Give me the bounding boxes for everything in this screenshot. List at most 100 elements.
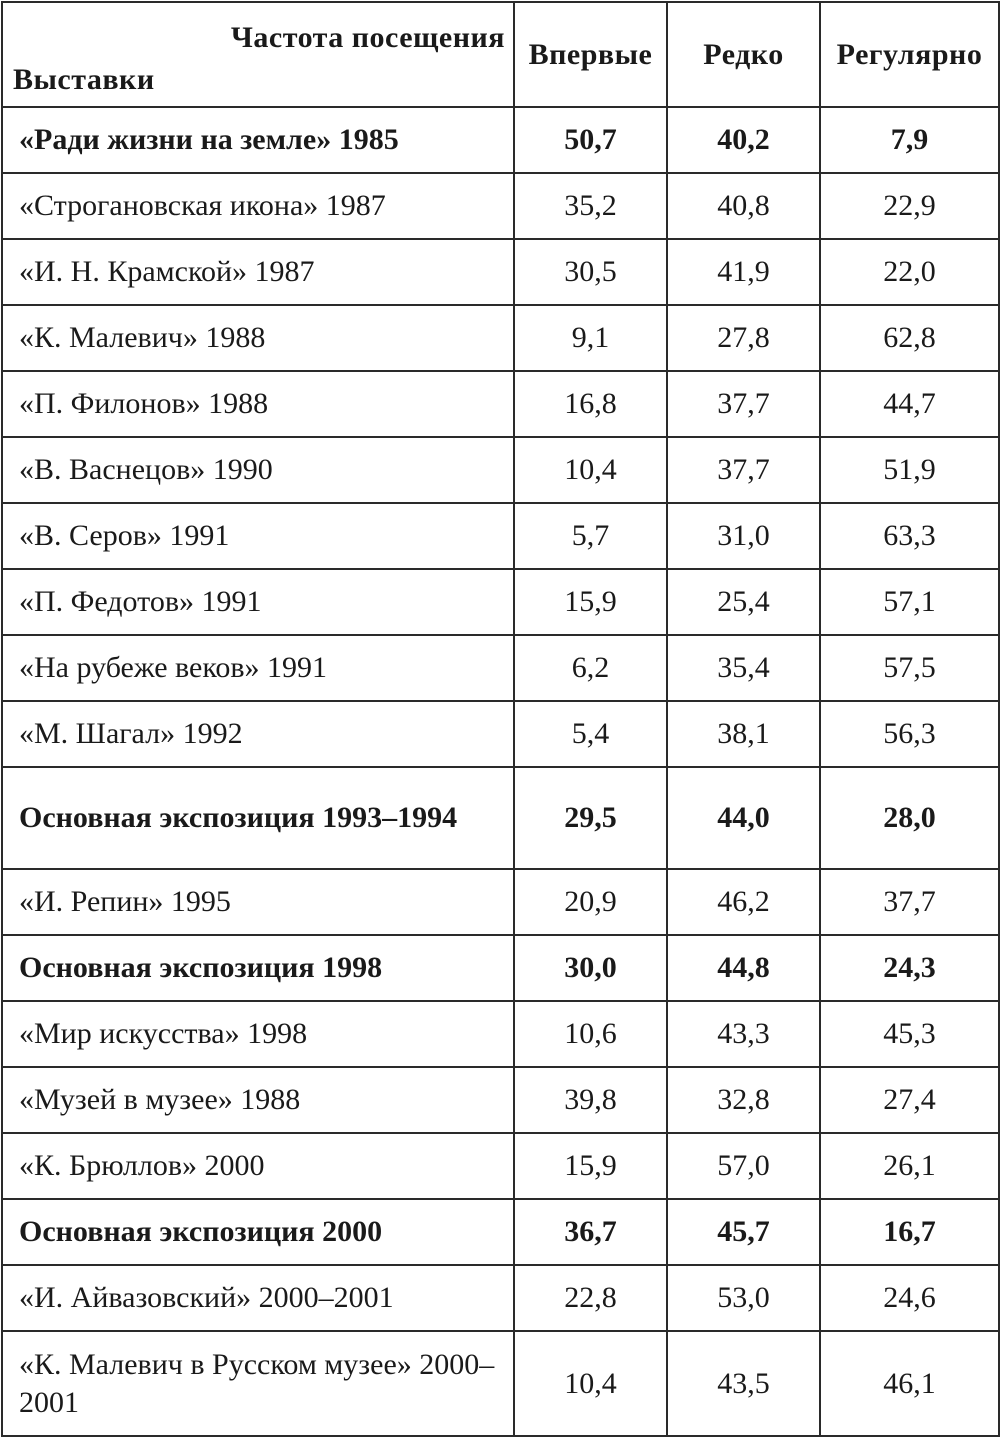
regularly-value: 63,3 — [819, 502, 1000, 570]
table-row: Основная экспозиция 1998 30,0 44,8 24,3 — [1, 934, 1000, 1002]
regularly-value: 46,1 — [819, 1330, 1000, 1437]
regularly-value: 24,6 — [819, 1264, 1000, 1332]
rarely-value: 43,5 — [666, 1330, 821, 1437]
table-row: «Мир искусства» 1998 10,6 43,3 45,3 — [1, 1000, 1000, 1068]
regularly-value: 22,9 — [819, 172, 1000, 240]
exhibition-name: «Ради жизни на земле» 1985 — [1, 106, 515, 174]
exhibition-name: «Музей в музее» 1988 — [1, 1066, 515, 1134]
first-time-value: 10,4 — [513, 1330, 668, 1437]
rarely-value: 57,0 — [666, 1132, 821, 1200]
first-time-value: 10,6 — [513, 1000, 668, 1068]
exhibition-name: «П. Федотов» 1991 — [1, 568, 515, 636]
regularly-value: 62,8 — [819, 304, 1000, 372]
table-row: «К. Малевич» 1988 9,1 27,8 62,8 — [1, 304, 1000, 372]
first-time-value: 6,2 — [513, 634, 668, 702]
rarely-value: 37,7 — [666, 370, 821, 438]
table-row: «И. Н. Крамской» 1987 30,5 41,9 22,0 — [1, 238, 1000, 306]
rarely-value: 27,8 — [666, 304, 821, 372]
first-time-value: 9,1 — [513, 304, 668, 372]
table-row: «И. Айвазовский» 2000–2001 22,8 53,0 24,… — [1, 1264, 1000, 1332]
frequency-header: Частота посещения — [230, 21, 505, 54]
first-time-value: 15,9 — [513, 1132, 668, 1200]
regularly-value: 24,3 — [819, 934, 1000, 1002]
exhibitions-header: Выставки — [13, 63, 155, 96]
rarely-value: 41,9 — [666, 238, 821, 306]
regularly-value: 56,3 — [819, 700, 1000, 768]
first-time-value: 5,7 — [513, 502, 668, 570]
rarely-value: 44,8 — [666, 934, 821, 1002]
table-row: «Музей в музее» 1988 39,8 32,8 27,4 — [1, 1066, 1000, 1134]
column-header-regularly: Регулярно — [819, 1, 1000, 108]
first-time-value: 50,7 — [513, 106, 668, 174]
first-time-value: 36,7 — [513, 1198, 668, 1266]
first-time-value: 39,8 — [513, 1066, 668, 1134]
rarely-value: 37,7 — [666, 436, 821, 504]
exhibition-name: «И. Айвазовский» 2000–2001 — [1, 1264, 515, 1332]
rarely-value: 40,8 — [666, 172, 821, 240]
table-row: «В. Серов» 1991 5,7 31,0 63,3 — [1, 502, 1000, 570]
exhibition-name: «К. Брюллов» 2000 — [1, 1132, 515, 1200]
exhibition-name: «М. Шагал» 1992 — [1, 700, 515, 768]
first-time-value: 20,9 — [513, 868, 668, 936]
regularly-value: 16,7 — [819, 1198, 1000, 1266]
column-header-rarely: Редко — [666, 1, 821, 108]
rarely-value: 46,2 — [666, 868, 821, 936]
exhibition-name: «К. Малевич» 1988 — [1, 304, 515, 372]
regularly-value: 45,3 — [819, 1000, 1000, 1068]
rarely-value: 25,4 — [666, 568, 821, 636]
first-time-value: 10,4 — [513, 436, 668, 504]
exhibition-name: Основная экспозиция 1993–1994 — [1, 766, 515, 870]
table-row: «Строгановская икона» 1987 35,2 40,8 22,… — [1, 172, 1000, 240]
rarely-value: 31,0 — [666, 502, 821, 570]
rarely-value: 38,1 — [666, 700, 821, 768]
exhibition-name: Основная экспозиция 1998 — [1, 934, 515, 1002]
rarely-value: 53,0 — [666, 1264, 821, 1332]
first-time-value: 30,0 — [513, 934, 668, 1002]
header-row: Частота посещения Выставки Впервые Редко… — [1, 1, 1000, 108]
regularly-value: 22,0 — [819, 238, 1000, 306]
regularly-value: 37,7 — [819, 868, 1000, 936]
first-time-value: 15,9 — [513, 568, 668, 636]
regularly-value: 28,0 — [819, 766, 1000, 870]
exhibition-name: «В. Васнецов» 1990 — [1, 436, 515, 504]
regularly-value: 57,5 — [819, 634, 1000, 702]
table-row: «М. Шагал» 1992 5,4 38,1 56,3 — [1, 700, 1000, 768]
regularly-value: 7,9 — [819, 106, 1000, 174]
column-header-first-time: Впервые — [513, 1, 668, 108]
first-time-value: 5,4 — [513, 700, 668, 768]
regularly-value: 57,1 — [819, 568, 1000, 636]
exhibition-name: «На рубеже веков» 1991 — [1, 634, 515, 702]
table-row: «И. Репин» 1995 20,9 46,2 37,7 — [1, 868, 1000, 936]
first-time-value: 35,2 — [513, 172, 668, 240]
table-row: «П. Федотов» 1991 15,9 25,4 57,1 — [1, 568, 1000, 636]
exhibition-name: «Строгановская икона» 1987 — [1, 172, 515, 240]
exhibition-name: «И. Репин» 1995 — [1, 868, 515, 936]
table-row: Основная экспозиция 2000 36,7 45,7 16,7 — [1, 1198, 1000, 1266]
regularly-value: 44,7 — [819, 370, 1000, 438]
first-time-value: 30,5 — [513, 238, 668, 306]
exhibition-name: «И. Н. Крамской» 1987 — [1, 238, 515, 306]
exhibition-name: Основная экспозиция 2000 — [1, 1198, 515, 1266]
regularly-value: 26,1 — [819, 1132, 1000, 1200]
rarely-value: 45,7 — [666, 1198, 821, 1266]
first-time-value: 29,5 — [513, 766, 668, 870]
rarely-value: 43,3 — [666, 1000, 821, 1068]
exhibition-name: «П. Филонов» 1988 — [1, 370, 515, 438]
table-row: «В. Васнецов» 1990 10,4 37,7 51,9 — [1, 436, 1000, 504]
exhibition-name: «Мир искусства» 1998 — [1, 1000, 515, 1068]
table-row: Основная экспозиция 1993–1994 29,5 44,0 … — [1, 766, 1000, 870]
corner-header-cell: Частота посещения Выставки — [1, 1, 515, 108]
rarely-value: 40,2 — [666, 106, 821, 174]
exhibition-name: «К. Малевич в Русском музее» 2000–2001 — [1, 1330, 515, 1437]
table-row: «На рубеже веков» 1991 6,2 35,4 57,5 — [1, 634, 1000, 702]
table-row: «К. Малевич в Русском музее» 2000–2001 1… — [1, 1330, 1000, 1437]
regularly-value: 27,4 — [819, 1066, 1000, 1134]
first-time-value: 16,8 — [513, 370, 668, 438]
exhibition-name: «В. Серов» 1991 — [1, 502, 515, 570]
table-row: «Ради жизни на земле» 1985 50,7 40,2 7,9 — [1, 106, 1000, 174]
rarely-value: 32,8 — [666, 1066, 821, 1134]
first-time-value: 22,8 — [513, 1264, 668, 1332]
table-row: «К. Брюллов» 2000 15,9 57,0 26,1 — [1, 1132, 1000, 1200]
rarely-value: 35,4 — [666, 634, 821, 702]
